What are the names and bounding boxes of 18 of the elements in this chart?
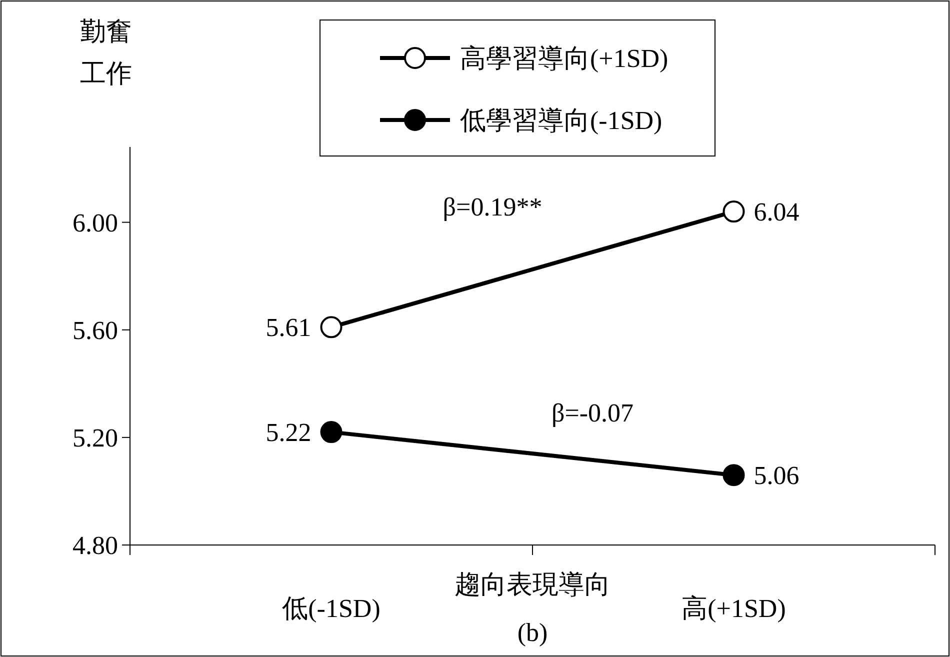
- data-label: 5.06: [754, 461, 800, 490]
- ytick: 5.20: [72, 423, 118, 452]
- ylabel: 工作: [80, 59, 132, 88]
- ylabel: 勤奮: [80, 17, 132, 46]
- ytick: 4.80: [72, 531, 118, 560]
- xtick: 高(+1SD): [682, 594, 786, 623]
- ytick: 6.00: [72, 208, 118, 238]
- xtick: 低(-1SD): [282, 594, 380, 623]
- data-label: 5.22: [266, 418, 312, 448]
- xlabel: 趨向表現導向: [454, 570, 610, 599]
- annotation: β=-0.07: [551, 398, 634, 428]
- annotation: β=0.19**: [442, 192, 542, 222]
- data-label: 6.04: [754, 198, 800, 227]
- data-label: 5.61: [266, 313, 312, 342]
- legend-label: 高學習導向(+1SD): [460, 44, 668, 73]
- annotation: (b): [517, 618, 548, 647]
- legend-label: 低學習導向(-1SD): [460, 106, 662, 135]
- ytick: 5.60: [72, 316, 118, 345]
